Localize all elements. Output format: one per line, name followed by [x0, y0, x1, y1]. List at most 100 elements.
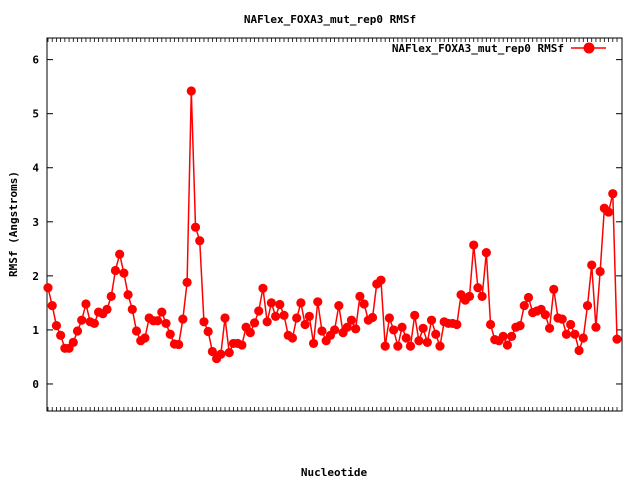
- rmsf-data-point: [254, 306, 264, 316]
- rmsf-data-point: [72, 326, 83, 336]
- rmsf-data-point: [186, 86, 196, 96]
- rmsf-data-point: [199, 317, 209, 327]
- rmsf-data-point: [224, 348, 234, 358]
- rmsf-data-point: [110, 265, 121, 276]
- legend: NAFlex_FOXA3_mut_rep0 RMSf: [392, 42, 606, 55]
- rmsf-data-point: [507, 331, 517, 341]
- rmsf-data-point: [271, 311, 281, 321]
- rmsf-data-point: [414, 336, 424, 346]
- rmsf-data-point: [77, 315, 87, 325]
- y-tick-label: 5: [32, 108, 39, 121]
- y-tick-label: 6: [32, 54, 39, 67]
- x-axis-ticks: [47, 38, 618, 411]
- rmsf-data-point: [515, 320, 525, 331]
- rmsf-data-point: [401, 333, 411, 343]
- series-layer: [43, 86, 622, 364]
- plot-frame: [46, 37, 623, 412]
- rmsf-data-point: [355, 291, 365, 301]
- rmsf-data-point: [540, 310, 550, 320]
- rmsf-data-point: [102, 304, 112, 314]
- rmsf-data-point: [81, 299, 91, 309]
- rmsf-data-point: [389, 325, 399, 335]
- rmsf-data-point: [557, 314, 567, 324]
- rmsf-data-point: [119, 268, 129, 278]
- y-tick-label: 1: [32, 324, 39, 337]
- rmsf-data-point: [595, 266, 605, 277]
- rmsf-data-point: [300, 319, 310, 330]
- chart-title: NAFlex_FOXA3_mut_rep0 RMSf: [244, 13, 416, 26]
- rmsf-data-point: [182, 277, 192, 287]
- rmsf-data-point: [578, 333, 588, 343]
- rmsf-data-point: [152, 316, 163, 326]
- rmsf-data-point: [127, 304, 137, 314]
- x-axis-label: Nucleotide: [301, 466, 368, 479]
- rmsf-data-point: [262, 317, 272, 327]
- rmsf-data-point: [115, 249, 125, 259]
- y-tick-label: 4: [32, 162, 39, 175]
- rmsf-data-point: [582, 300, 593, 311]
- rmsf-data-point: [464, 291, 475, 301]
- rmsf-data-point: [296, 298, 306, 308]
- rmsf-data-point: [131, 326, 142, 336]
- rmsf-data-point: [426, 315, 437, 325]
- rmsf-data-point: [266, 298, 276, 308]
- rmsf-data-point: [47, 300, 57, 311]
- rmsf-data-point: [549, 284, 559, 294]
- plot-border: [46, 37, 623, 412]
- rmsf-data-point: [384, 313, 394, 323]
- rmsf-data-point: [477, 291, 487, 301]
- rmsf-data-point: [89, 318, 99, 329]
- rmsf-data-point: [502, 340, 513, 350]
- y-axis-label: RMSf (Angstroms): [7, 171, 20, 277]
- rmsf-data-point: [140, 333, 150, 343]
- rmsf-data-point: [346, 315, 357, 325]
- rmsf-data-point: [207, 346, 217, 357]
- rmsf-data-point: [574, 345, 584, 356]
- rmsf-data-point: [431, 329, 441, 339]
- rmsf-data-point: [249, 318, 260, 328]
- rmsf-data-point: [317, 326, 327, 336]
- legend-marker-sample: [583, 42, 595, 54]
- rmsf-data-point: [157, 307, 167, 317]
- rmsf-data-point: [51, 320, 62, 331]
- rmsf-data-point: [308, 338, 319, 349]
- rmsf-data-point: [410, 310, 420, 320]
- rmsf-data-point: [405, 341, 416, 351]
- rmsf-data-point: [216, 349, 226, 359]
- y-tick-label: 0: [32, 378, 39, 391]
- rmsf-data-point: [258, 283, 268, 293]
- y-tick-label: 2: [32, 270, 39, 283]
- rmsf-data-point: [287, 333, 298, 343]
- rmsf-data-point: [544, 323, 555, 333]
- rmsf-data-point: [608, 189, 618, 199]
- rmsf-data-point: [561, 329, 572, 339]
- rmsf-data-point: [566, 319, 576, 330]
- rmsf-data-point: [351, 324, 361, 334]
- rmsf-data-point: [174, 339, 184, 350]
- rmsf-data-point: [393, 341, 403, 351]
- rmsf-data-point: [123, 290, 133, 300]
- rmsf-data-point: [43, 283, 53, 293]
- rmsf-data-point: [587, 260, 597, 270]
- rmsf-data-point: [56, 330, 66, 340]
- rmsf-data-point: [161, 318, 171, 329]
- rmsf-data-point: [469, 240, 479, 250]
- rmsf-data-point: [275, 299, 285, 310]
- rmsf-data-point: [481, 248, 491, 258]
- rmsf-data-point: [380, 341, 390, 351]
- rmsf-series-line: [47, 90, 618, 360]
- rmsf-data-point: [106, 291, 116, 301]
- legend-entry-label: NAFlex_FOXA3_mut_rep0 RMSf: [392, 42, 564, 55]
- rmsf-data-point: [570, 329, 580, 339]
- rmsf-data-point: [603, 207, 614, 217]
- rmsf-data-point: [397, 322, 407, 332]
- rmsf-data-point: [245, 328, 255, 338]
- rmsf-data-point: [376, 275, 386, 285]
- rmsf-data-point: [330, 325, 340, 335]
- rmsf-data-point: [367, 312, 378, 323]
- rmsf-data-point: [304, 311, 314, 321]
- rmsf-data-point: [452, 319, 462, 330]
- rmsf-data-point: [422, 337, 432, 347]
- rmsf-data-point: [220, 313, 230, 323]
